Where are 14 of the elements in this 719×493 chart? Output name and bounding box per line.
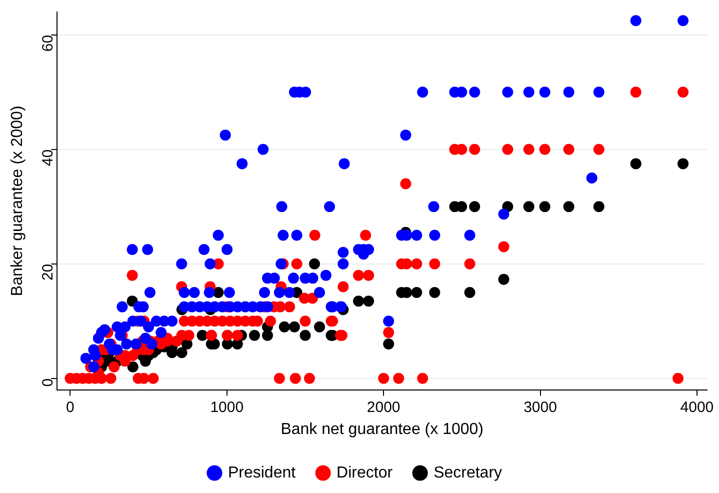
legend-label: President xyxy=(228,464,296,482)
legend-label: Secretary xyxy=(434,464,502,482)
y-axis-title: Banker guarantee (x 2000) xyxy=(9,106,26,296)
y-tick-label: 0 xyxy=(39,378,56,387)
x-tick-label: 0 xyxy=(66,398,74,416)
x-tick-label: 1000 xyxy=(210,398,244,416)
x-tick-label: 3000 xyxy=(524,398,557,416)
legend-label: Director xyxy=(336,464,394,482)
x-tick-label: 4000 xyxy=(680,398,714,416)
y-tick-label: 20 xyxy=(39,264,56,281)
y-tick-label: 40 xyxy=(39,149,56,166)
y-tick-label: 60 xyxy=(39,34,56,52)
x-axis-title: Bank net guarantee (x 1000) xyxy=(280,420,484,438)
x-tick-label: 2000 xyxy=(366,398,400,416)
